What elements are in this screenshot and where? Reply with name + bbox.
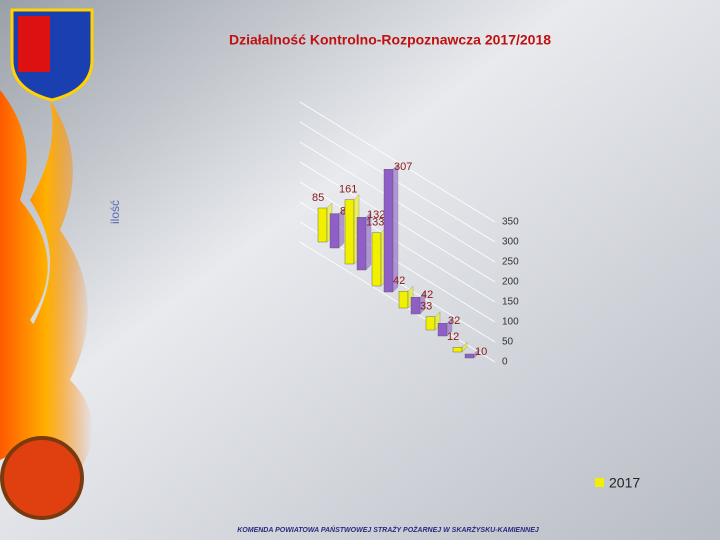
value-label: 133 <box>366 217 384 229</box>
y-tick-label: 350 <box>502 217 519 228</box>
value-label: 161 <box>339 184 357 196</box>
value-label: 33 <box>420 301 432 313</box>
chart-title: Działalność Kontrolno-Rozpoznawcza 2017/… <box>229 32 551 48</box>
y-tick-label: 250 <box>502 257 519 268</box>
bar-side <box>338 208 345 249</box>
bar <box>410 297 421 315</box>
y-tick-label: 0 <box>502 357 508 368</box>
value-label: 42 <box>393 275 405 287</box>
bar-side <box>461 341 468 353</box>
bar <box>371 232 382 287</box>
grid-line <box>299 241 496 363</box>
bar <box>398 291 409 309</box>
bar <box>383 168 394 293</box>
bar-side <box>446 317 453 337</box>
bar-side <box>473 348 480 359</box>
grid-line <box>299 101 496 223</box>
legend-swatch <box>595 478 604 487</box>
value-label: 42 <box>421 289 433 301</box>
bar <box>452 347 463 353</box>
bar-side <box>419 291 426 315</box>
y-tick-label: 50 <box>502 337 514 348</box>
emblem <box>0 436 84 520</box>
value-label: 307 <box>394 161 412 173</box>
footer: KOMENDA POWIATOWA PAŃSTWOWEJ STRAŻY POŻA… <box>237 525 540 534</box>
crest-field <box>18 16 50 72</box>
bar <box>437 323 448 337</box>
y-tick-label: 300 <box>502 237 519 248</box>
value-label: 10 <box>475 346 487 358</box>
value-label: 85 <box>312 192 324 204</box>
flames <box>0 90 93 470</box>
y-tick-label: 100 <box>502 317 519 328</box>
bar <box>317 207 328 243</box>
bar <box>464 353 475 359</box>
bar <box>425 316 436 331</box>
value-label: 12 <box>447 331 459 343</box>
y-tick-label: 200 <box>502 277 519 288</box>
y-tick-label: 150 <box>502 297 519 308</box>
value-label: 132 <box>367 209 385 221</box>
value-label: 32 <box>448 315 460 327</box>
bar <box>329 213 340 249</box>
bar <box>344 199 355 265</box>
bar-side <box>365 211 372 271</box>
legend-label: 2017 <box>609 475 640 491</box>
bar-side <box>392 163 399 293</box>
y-axis-label: ilość <box>108 200 122 224</box>
bar <box>356 216 367 271</box>
